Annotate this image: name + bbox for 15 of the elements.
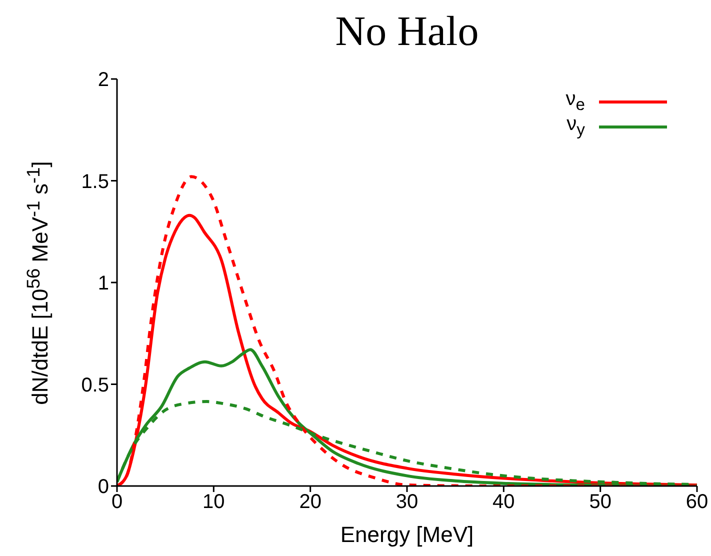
y-tick-label: 0.5 — [81, 374, 109, 396]
y-tick-label: 1 — [98, 272, 109, 295]
y-tick-label: 1.5 — [81, 170, 109, 193]
x-tick-label: 10 — [202, 491, 225, 514]
x-tick-label: 50 — [589, 491, 612, 514]
legend-label: ν$_{y}$ — [566, 113, 585, 140]
y-tick-label: 0 — [98, 476, 109, 498]
x-tick-label: 40 — [492, 491, 515, 514]
chart-title: No Halo — [334, 8, 480, 56]
x-tick-label: 20 — [299, 491, 322, 514]
x-axis-title: Energy [MeV] — [339, 522, 475, 548]
y-tick-label: 2 — [98, 69, 109, 92]
legend-label: ν$_{e}$ — [566, 88, 585, 114]
x-tick-label: 30 — [396, 491, 418, 514]
x-tick-label: 60 — [686, 491, 708, 514]
